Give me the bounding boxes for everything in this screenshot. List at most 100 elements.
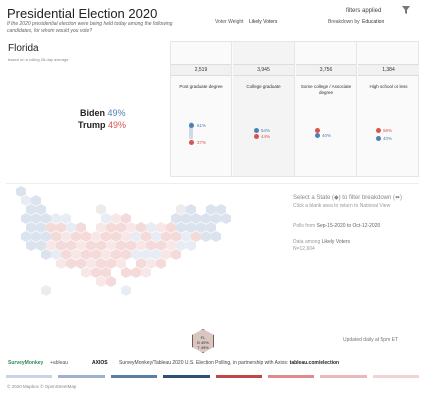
- state-hex[interactable]: [131, 267, 141, 278]
- state-hex[interactable]: [156, 240, 166, 251]
- state-hex[interactable]: [181, 213, 191, 224]
- state-hex[interactable]: [81, 267, 91, 278]
- state-hex[interactable]: [211, 231, 221, 242]
- state-hex[interactable]: [151, 249, 161, 260]
- state-hex[interactable]: [156, 258, 166, 269]
- state-hex[interactable]: [111, 231, 121, 242]
- state-hex[interactable]: [151, 231, 161, 242]
- state-hex[interactable]: [191, 213, 201, 224]
- state-hex[interactable]: [181, 231, 191, 242]
- state-hex[interactable]: [66, 240, 76, 251]
- state-hex[interactable]: [46, 222, 56, 233]
- state-hex[interactable]: [136, 222, 146, 233]
- state-hex[interactable]: [31, 195, 41, 206]
- state-hex[interactable]: [146, 240, 156, 251]
- state-hex[interactable]: [51, 231, 61, 242]
- state-hex[interactable]: [176, 240, 186, 251]
- state-hex[interactable]: [66, 258, 76, 269]
- state-hex[interactable]: [106, 276, 116, 287]
- state-hex[interactable]: [161, 249, 171, 260]
- state-hex[interactable]: [86, 240, 96, 251]
- state-hex[interactable]: [131, 249, 141, 260]
- state-hex[interactable]: [186, 222, 196, 233]
- state-hex[interactable]: [196, 222, 206, 233]
- state-hex[interactable]: [71, 231, 81, 242]
- hex-map[interactable]: [6, 184, 286, 354]
- state-hex[interactable]: [111, 213, 121, 224]
- biden-dot[interactable]: [254, 128, 259, 133]
- state-hex[interactable]: [41, 213, 51, 224]
- trump-dot[interactable]: [315, 128, 320, 133]
- state-hex[interactable]: [56, 258, 66, 269]
- state-hex[interactable]: [21, 231, 31, 242]
- state-hex[interactable]: [16, 186, 26, 197]
- state-hex[interactable]: [106, 240, 116, 251]
- state-hex[interactable]: [21, 213, 31, 224]
- state-hex[interactable]: [186, 240, 196, 251]
- state-hex[interactable]: [121, 231, 131, 242]
- state-hex[interactable]: [146, 222, 156, 233]
- state-hex[interactable]: [61, 213, 71, 224]
- state-hex[interactable]: [116, 222, 126, 233]
- state-hex[interactable]: [56, 222, 66, 233]
- filter-icon[interactable]: [401, 5, 411, 15]
- state-hex[interactable]: [36, 222, 46, 233]
- state-hex[interactable]: [211, 213, 221, 224]
- state-hex[interactable]: [71, 249, 81, 260]
- state-hex[interactable]: [206, 204, 216, 215]
- state-hex[interactable]: [26, 240, 36, 251]
- state-hex[interactable]: [136, 258, 146, 269]
- state-hex[interactable]: [91, 267, 101, 278]
- state-hex[interactable]: [131, 231, 141, 242]
- state-hex[interactable]: [41, 285, 51, 296]
- state-hex[interactable]: [36, 204, 46, 215]
- state-hex[interactable]: [66, 222, 76, 233]
- state-hex[interactable]: [121, 249, 131, 260]
- state-hex[interactable]: [171, 231, 181, 242]
- state-hex[interactable]: [146, 258, 156, 269]
- state-hex[interactable]: [201, 213, 211, 224]
- edu-column-postgrad[interactable]: 2,519 Post graduate degree 61% 37%: [171, 42, 232, 176]
- state-hex[interactable]: [171, 249, 181, 260]
- state-hex[interactable]: [91, 231, 101, 242]
- edu-column-high-school[interactable]: 1,384 High school or less 56% 40%: [358, 42, 419, 176]
- state-hex[interactable]: [116, 240, 126, 251]
- state-hex[interactable]: [76, 258, 86, 269]
- state-hex[interactable]: [56, 240, 66, 251]
- state-hex[interactable]: [76, 240, 86, 251]
- state-hex[interactable]: [121, 285, 131, 296]
- trump-dot[interactable]: [254, 134, 259, 139]
- state-hex[interactable]: [31, 213, 41, 224]
- state-hex[interactable]: [116, 258, 126, 269]
- state-hex[interactable]: [141, 231, 151, 242]
- biden-dot[interactable]: [189, 123, 194, 128]
- state-hex[interactable]: [136, 240, 146, 251]
- biden-dot[interactable]: [376, 136, 381, 141]
- state-hex[interactable]: [81, 249, 91, 260]
- state-hex[interactable]: [221, 213, 231, 224]
- state-hex-map-panel[interactable]: FL B 49% T 49% Select a State (◆) to fil…: [6, 183, 419, 353]
- state-hex[interactable]: [51, 249, 61, 260]
- state-hex[interactable]: [171, 213, 181, 224]
- state-hex[interactable]: [106, 222, 116, 233]
- breakdown-select[interactable]: Education: [362, 19, 385, 25]
- state-hex[interactable]: [176, 204, 186, 215]
- state-hex[interactable]: [21, 195, 31, 206]
- state-hex[interactable]: [191, 231, 201, 242]
- state-hex[interactable]: [206, 222, 216, 233]
- state-hex[interactable]: [96, 276, 106, 287]
- state-hex[interactable]: [111, 249, 121, 260]
- voter-weight-select[interactable]: Likely Voters: [249, 19, 278, 25]
- state-hex-florida-selected[interactable]: [192, 329, 214, 353]
- state-hex[interactable]: [96, 258, 106, 269]
- state-hex[interactable]: [96, 204, 106, 215]
- edu-column-some-college[interactable]: 3,756 Some college / Associate degree 40…: [296, 42, 357, 176]
- state-hex[interactable]: [96, 240, 106, 251]
- state-hex[interactable]: [186, 204, 196, 215]
- surveymonkey-logo[interactable]: SurveyMonkey: [8, 360, 44, 366]
- state-hex[interactable]: [166, 240, 176, 251]
- state-hex[interactable]: [31, 231, 41, 242]
- state-hex[interactable]: [61, 249, 71, 260]
- state-hex[interactable]: [51, 213, 61, 224]
- state-hex[interactable]: [216, 204, 226, 215]
